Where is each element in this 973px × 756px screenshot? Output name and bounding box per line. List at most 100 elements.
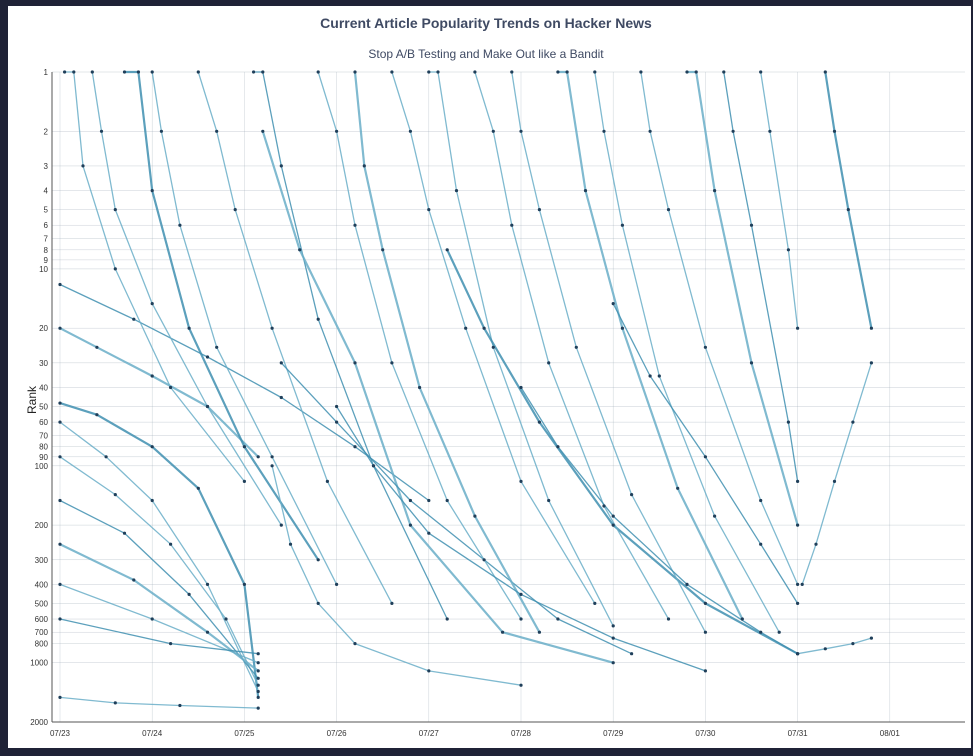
data-point [136, 70, 140, 74]
data-point [501, 630, 505, 634]
data-point [270, 455, 274, 459]
data-point [58, 420, 62, 424]
data-point [768, 129, 772, 133]
data-point [427, 70, 431, 74]
data-point [122, 531, 127, 535]
data-point [298, 248, 302, 252]
data-point [694, 70, 698, 74]
data-point [150, 70, 154, 74]
chart-subtitle: Stop A/B Testing and Make Out like a Ban… [368, 47, 604, 61]
y-tick-label: 70 [39, 431, 48, 440]
data-point [270, 326, 274, 330]
data-point [814, 542, 818, 546]
data-point [150, 374, 154, 378]
y-tick-label: 3 [44, 162, 49, 171]
data-point [869, 326, 874, 330]
data-point [851, 642, 855, 646]
data-point [749, 361, 754, 365]
series-line [280, 362, 632, 655]
data-point [800, 582, 804, 587]
series-line [59, 499, 259, 679]
data-point [786, 248, 791, 252]
data-point [81, 164, 85, 168]
data-point [666, 617, 671, 621]
data-point [786, 420, 791, 424]
series-line [760, 71, 799, 329]
data-point [353, 445, 357, 449]
data-point [445, 498, 449, 503]
series-line [197, 71, 393, 604]
data-point [261, 129, 265, 133]
data-point [731, 129, 735, 133]
data-point [832, 479, 837, 483]
data-point [113, 267, 117, 271]
data-point [316, 317, 320, 321]
data-point [759, 630, 763, 634]
data-point [846, 208, 850, 212]
data-point [611, 302, 615, 306]
data-point [256, 661, 260, 665]
data-point [316, 558, 320, 562]
series-line [261, 130, 614, 664]
data-point [547, 498, 551, 503]
series-line [151, 71, 338, 585]
y-tick-label: 7 [44, 234, 49, 243]
data-point [95, 413, 99, 417]
data-point [122, 70, 127, 74]
data-point [676, 486, 680, 490]
data-point [510, 70, 514, 74]
data-point [436, 70, 440, 74]
series-line [124, 70, 320, 561]
data-point [279, 164, 283, 168]
data-point [722, 70, 726, 74]
data-point [427, 208, 431, 212]
data-point [335, 404, 339, 409]
series-line [511, 71, 706, 633]
data-point [335, 129, 339, 133]
data-point [104, 455, 108, 459]
y-tick-label: 4 [44, 187, 49, 196]
y-tick-label: 10 [39, 265, 48, 274]
data-point [777, 630, 781, 634]
y-tick-label: 700 [35, 628, 49, 637]
series-line [59, 696, 259, 709]
data-point [869, 636, 874, 640]
data-point [519, 617, 523, 621]
x-tick-labels: 07/23 07/24 07/25 07/26 07/27 07/28 07/29 07/30… [50, 729, 900, 738]
y-tick-label: 2 [44, 127, 49, 136]
y-tick-label: 8 [44, 246, 49, 255]
chart-panel [8, 6, 971, 748]
data-point [279, 361, 283, 365]
data-point [556, 445, 560, 449]
data-point [58, 282, 62, 287]
data-point [796, 523, 800, 527]
data-point [473, 70, 477, 74]
data-point [279, 523, 283, 527]
data-point [335, 420, 339, 424]
data-point [353, 642, 357, 646]
series-line [59, 402, 260, 698]
data-point [648, 129, 652, 133]
data-point [150, 445, 154, 449]
data-point [796, 479, 800, 483]
x-tick-label: 07/24 [142, 729, 163, 738]
data-point [390, 601, 394, 606]
data-point [408, 129, 412, 133]
data-point [510, 223, 514, 227]
data-point [519, 385, 523, 390]
data-point [252, 70, 256, 74]
data-point [256, 706, 260, 710]
data-point [574, 345, 578, 349]
data-point [648, 374, 652, 378]
data-point [325, 479, 329, 483]
data-point [611, 514, 615, 518]
data-point [547, 361, 551, 365]
series-line [446, 249, 799, 655]
series-line [271, 465, 522, 686]
y-tick-label: 6 [44, 221, 49, 230]
data-point [169, 385, 173, 390]
data-point [491, 345, 495, 349]
y-tick-label: 1000 [30, 659, 48, 668]
data-point [537, 208, 542, 212]
